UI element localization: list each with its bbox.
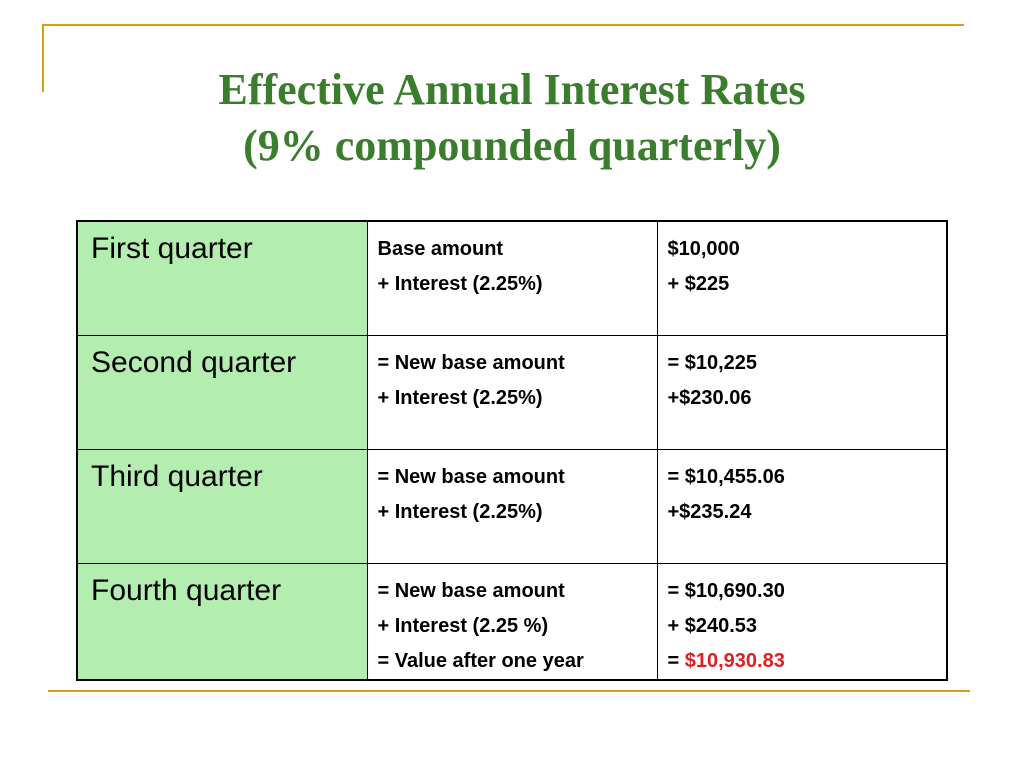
quarter-label: Third quarter bbox=[76, 448, 368, 564]
decorative-frame-left-line bbox=[42, 24, 44, 92]
description-line: + Interest (2.25%) bbox=[377, 386, 543, 409]
amount-cell: = $10,455.06 +$235.24 bbox=[656, 448, 948, 564]
description-line: + Interest (2.25%) bbox=[377, 500, 543, 523]
amount-line: = $10,225 bbox=[667, 351, 758, 374]
amount-line: +$235.24 bbox=[667, 500, 752, 523]
decorative-frame-top-line bbox=[42, 24, 964, 26]
final-amount-prefix: = bbox=[667, 649, 685, 672]
table-row: Second quarter = New base amount + Inter… bbox=[76, 334, 948, 450]
amount-cell: $10,000 + $225 bbox=[656, 220, 948, 336]
description-cell: = New base amount + Interest (2.25%) bbox=[366, 334, 658, 450]
table-row: First quarter Base amount + Interest (2.… bbox=[76, 220, 948, 336]
description-line: = New base amount bbox=[377, 579, 565, 602]
table-row: Third quarter = New base amount + Intere… bbox=[76, 448, 948, 564]
final-value-highlight: $10,930.83 bbox=[684, 649, 785, 672]
quarter-label: Fourth quarter bbox=[76, 562, 368, 680]
amount-line: = $10,690.30 bbox=[667, 579, 785, 602]
description-cell: = New base amount + Interest (2.25 %) = … bbox=[366, 562, 658, 680]
interest-table: First quarter Base amount + Interest (2.… bbox=[76, 220, 948, 681]
table-row: Fourth quarter = New base amount + Inter… bbox=[76, 562, 948, 680]
amount-cell: = $10,690.30 + $240.53 = $10,930.83 bbox=[656, 562, 948, 680]
description-line: = Value after one year bbox=[377, 649, 584, 672]
amount-line: = $10,455.06 bbox=[667, 465, 785, 488]
quarter-label: Second quarter bbox=[76, 334, 368, 450]
decorative-frame-bottom-line bbox=[48, 690, 970, 692]
slide-title-line-1: Effective Annual Interest Rates bbox=[218, 65, 806, 114]
quarter-label: First quarter bbox=[76, 220, 368, 336]
amount-line: + $225 bbox=[667, 273, 730, 295]
slide-title: Effective Annual Interest Rates (9% comp… bbox=[0, 62, 1024, 174]
amount-line: +$230.06 bbox=[667, 386, 752, 409]
amount-line: + $240.53 bbox=[667, 614, 758, 637]
amount-cell: = $10,225 +$230.06 bbox=[656, 334, 948, 450]
description-cell: Base amount + Interest (2.25%) bbox=[366, 220, 658, 336]
description-line: + Interest (2.25 %) bbox=[377, 614, 549, 637]
amount-line: $10,000 bbox=[667, 238, 740, 260]
description-line: + Interest (2.25%) bbox=[377, 273, 543, 295]
description-line: Base amount bbox=[377, 238, 504, 260]
description-cell: = New base amount + Interest (2.25%) bbox=[366, 448, 658, 564]
description-line: = New base amount bbox=[377, 351, 565, 374]
final-amount-line: = $10,930.83 bbox=[668, 644, 947, 679]
description-line: = New base amount bbox=[377, 465, 565, 488]
slide-title-line-2: (9% compounded quarterly) bbox=[243, 121, 781, 170]
